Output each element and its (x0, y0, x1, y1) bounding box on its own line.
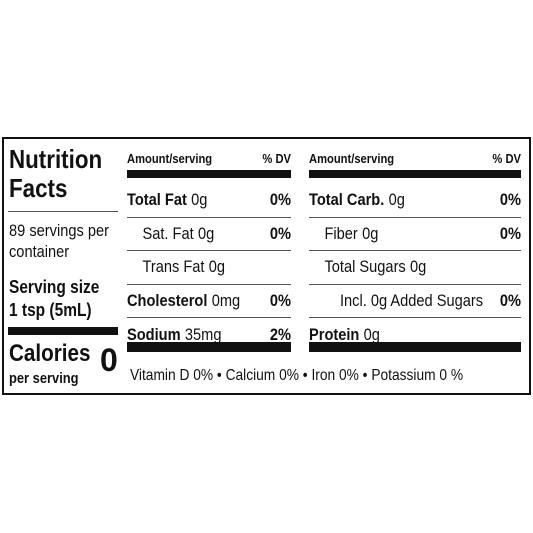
column-header: Amount/serving % DV (309, 149, 521, 167)
nutrient-amount: 0g (197, 223, 215, 243)
nutrient-name: Total Carb. (309, 190, 385, 210)
header-inner: Amount/serving % DV (309, 149, 521, 167)
nutrient-name: Total Fat (127, 190, 187, 210)
nutrient-amount: 0g (208, 257, 226, 277)
nutrient-name: Cholesterol (127, 290, 208, 310)
nutrient-name: Protein (309, 324, 360, 344)
nutrient-amount: 0g (363, 324, 380, 344)
nutrient-row: Sodium 35mg 2% (127, 318, 291, 352)
nutrient-name: Total Sugars (324, 257, 406, 277)
nutrient-name: Fiber (324, 223, 358, 243)
row-inner: Sodium 35mg 2% (127, 318, 291, 352)
nutrient-row: Total Fat 0g 0% (127, 184, 291, 218)
nutrient-dv: 0% (499, 290, 521, 310)
nutrient-amount: 0g (410, 257, 427, 277)
row-inner: Protein 0g (309, 318, 521, 352)
title: Nutrition Facts (9, 144, 103, 203)
row-inner: Sat. Fat 0g 0% (127, 218, 291, 251)
nutrient-amount: 0g (388, 190, 405, 210)
nutrient-amount: 35mg (184, 324, 222, 344)
header-dv: % DV (492, 150, 521, 166)
nutrient-row: Cholesterol 0mg 0% (127, 285, 291, 318)
nutrient-name: Sat. Fat (142, 223, 194, 243)
nutrient-row: Sat. Fat 0g 0% (127, 218, 291, 251)
serving-size: 1 tsp (5mL) (9, 300, 92, 320)
label-box (2, 137, 531, 395)
nutrient-dv: 0% (269, 290, 291, 310)
nutrient-amount: 0mg (211, 290, 241, 310)
header-inner: Amount/serving % DV (127, 149, 291, 167)
calories-value: 0 (100, 342, 118, 378)
nutrient-dv: 0% (269, 223, 291, 243)
nutrient-name: Sodium (127, 324, 181, 344)
row-inner: Fiber 0g 0% (309, 218, 521, 251)
nutrient-row: Protein 0g (309, 318, 521, 352)
nutrient-dv: 0% (499, 223, 521, 243)
nutrient-dv: 0% (269, 190, 291, 210)
row-inner: Cholesterol 0mg 0% (127, 285, 291, 318)
thick-rule (309, 170, 521, 178)
nutrient-row: Total Carb. 0g 0% (309, 184, 521, 218)
nutrient-row: Incl. 0g Added Sugars 0% (309, 285, 521, 318)
nutrient-name: Incl. 0g Added Sugars (339, 290, 484, 310)
thick-rule (127, 170, 291, 178)
calories-label: Calories (9, 340, 91, 367)
nutrient-amount: 0g (362, 223, 379, 243)
nutrient-dv: 0% (499, 190, 521, 210)
row-inner: Trans Fat 0g (127, 251, 291, 284)
servings: 89 servings per container (9, 221, 109, 261)
serving-size-label: Serving size (9, 277, 100, 297)
nutrient-row: Trans Fat 0g (127, 251, 291, 285)
thick-rule (8, 327, 118, 335)
row-inner: Total Sugars 0g (309, 251, 521, 284)
nutrient-row: Total Sugars 0g (309, 251, 521, 285)
row-inner: Total Fat 0g 0% (127, 184, 291, 217)
nutrient-dv: 2% (269, 324, 291, 344)
nutrient-name: Trans Fat (142, 257, 205, 277)
header-amount: Amount/serving (127, 150, 213, 166)
row-inner: Incl. 0g Added Sugars 0% (309, 285, 521, 318)
rule (8, 211, 118, 212)
calories-note: per serving (9, 370, 79, 387)
footer: Vitamin D 0% • Calcium 0% • Iron 0% • Po… (130, 367, 464, 384)
nutrient-amount: 0g (191, 190, 208, 210)
column-header: Amount/serving % DV (127, 149, 291, 167)
header-dv: % DV (262, 150, 291, 166)
row-inner: Total Carb. 0g 0% (309, 184, 521, 217)
header-amount: Amount/serving (309, 150, 395, 166)
nutrient-row: Fiber 0g 0% (309, 218, 521, 251)
